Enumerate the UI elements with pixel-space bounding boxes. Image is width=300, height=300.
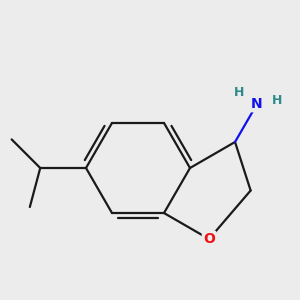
Text: O: O bbox=[203, 232, 215, 246]
Text: H: H bbox=[272, 94, 282, 106]
Text: N: N bbox=[251, 97, 263, 111]
Text: H: H bbox=[234, 85, 244, 98]
